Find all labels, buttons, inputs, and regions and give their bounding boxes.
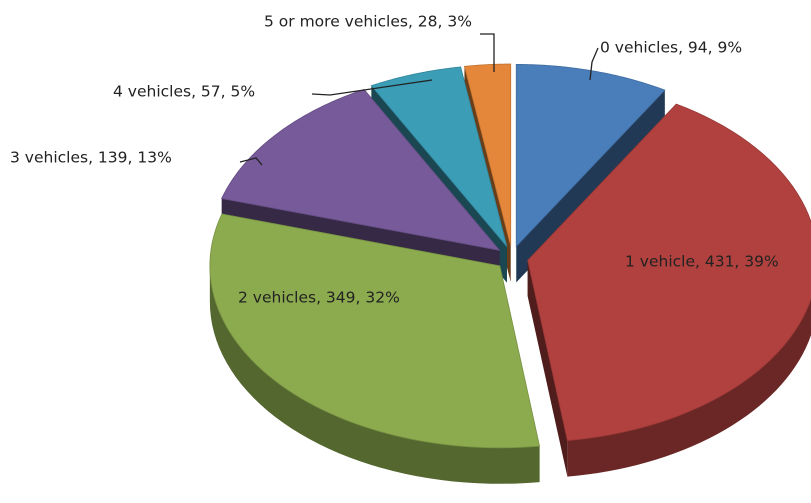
data-label: 5 or more vehicles, 28, 3% — [264, 13, 472, 31]
slice — [209, 213, 541, 484]
data-label: 2 vehicles, 349, 32% — [238, 289, 400, 307]
slices — [209, 63, 811, 484]
slice-top — [527, 103, 811, 442]
data-label: 4 vehicles, 57, 5% — [113, 83, 255, 101]
leader-line — [311, 79, 433, 96]
slice-side — [567, 299, 811, 477]
slice-top — [209, 213, 541, 449]
slice-edge — [527, 260, 568, 477]
slice-top — [221, 89, 501, 251]
slice-top — [515, 64, 666, 248]
slice-top — [370, 66, 508, 247]
labels: 0 vehicles, 94, 9% 1 vehicle, 431, 39% 2 v… — [10, 13, 779, 307]
slice-side — [209, 265, 540, 484]
leader-line — [480, 33, 495, 72]
data-label: 0 vehicles, 94, 9% — [600, 39, 742, 57]
leader-line — [239, 157, 263, 166]
leader-line — [589, 47, 599, 81]
slice-top — [463, 63, 512, 247]
data-label: 3 vehicles, 139, 13% — [10, 149, 172, 167]
slice — [527, 103, 811, 477]
data-label: 1 vehicle, 431, 39% — [625, 253, 779, 271]
